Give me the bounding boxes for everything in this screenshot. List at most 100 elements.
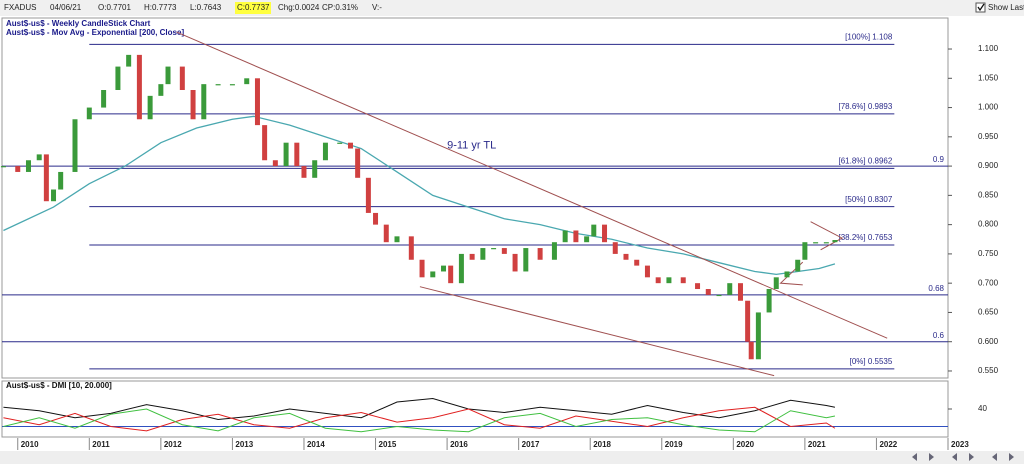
dmi-line	[3, 406, 836, 432]
candle	[158, 84, 164, 96]
candle	[491, 248, 497, 250]
candle	[823, 242, 829, 244]
y-tick-label: 0.650	[978, 308, 999, 317]
trendline	[419, 286, 775, 377]
show-last[interactable]: Show Last	[988, 3, 1024, 12]
x-tick-label: 2012	[164, 440, 182, 449]
candle	[573, 230, 579, 243]
fib-label: [78.6%] 0.9893	[839, 102, 893, 111]
candle	[655, 277, 661, 284]
fib-label: [0%] 0.5535	[850, 357, 893, 366]
candle	[773, 277, 779, 290]
y-tick-label: 40	[978, 404, 987, 413]
dmi-line	[3, 397, 836, 421]
candle	[190, 90, 196, 120]
candle	[408, 236, 414, 260]
candle	[294, 142, 300, 167]
x-tick-label: 2019	[665, 440, 683, 449]
y-tick-label: 0.800	[978, 220, 999, 229]
dmi-title: Aust$-us$ - DMI [10, 20.000]	[6, 381, 112, 390]
candle	[430, 271, 436, 278]
candle	[748, 341, 754, 360]
candle	[115, 66, 121, 90]
candle	[179, 66, 185, 90]
level-label: 0.68	[928, 284, 944, 293]
candle	[36, 154, 42, 161]
candle	[58, 171, 64, 190]
candle	[301, 166, 307, 178]
close-highlight	[235, 2, 271, 14]
y-tick-label: 1.050	[978, 73, 999, 82]
x-tick-label: 2014	[307, 440, 325, 449]
candle	[441, 265, 447, 272]
symbol: FXADUS	[4, 3, 36, 12]
fib-label: [50%] 0.8307	[845, 195, 893, 204]
scroll-right[interactable]	[929, 453, 934, 461]
candle	[15, 166, 21, 172]
x-tick-label: 2010	[21, 440, 39, 449]
checkbox[interactable]	[975, 2, 986, 13]
y-tick-label: 0.550	[978, 366, 999, 375]
candle	[43, 154, 49, 202]
candle	[680, 277, 686, 284]
fib-label: [61.8%] 0.8962	[839, 156, 893, 165]
candle	[523, 248, 529, 272]
candle	[695, 283, 701, 290]
moving-average	[3, 115, 836, 276]
trendline	[810, 221, 844, 251]
scrollbar-bg	[0, 451, 1024, 464]
scrollbar	[0, 451, 1024, 464]
candle	[832, 240, 838, 243]
date: 04/06/21	[50, 3, 82, 12]
candle	[537, 248, 543, 260]
candle	[72, 119, 78, 172]
candle	[337, 142, 343, 144]
candle	[101, 90, 107, 108]
volume: V:-	[372, 3, 382, 12]
checkmark	[977, 3, 985, 12]
candle	[229, 84, 235, 86]
x-tick-label: 2013	[235, 440, 253, 449]
x-tick-label: 2017	[522, 440, 540, 449]
candle	[86, 107, 92, 120]
x-tick-label: 2022	[879, 440, 897, 449]
x-tick-label: 2021	[808, 440, 826, 449]
candle	[347, 142, 353, 149]
candle	[716, 294, 722, 297]
page-left[interactable]	[992, 453, 997, 461]
candle	[634, 259, 640, 266]
y-tick-label: 1.100	[978, 44, 999, 53]
candle	[705, 289, 711, 295]
level-label: 0.9	[933, 155, 945, 164]
candle	[602, 224, 608, 243]
candle	[51, 189, 57, 202]
page-right[interactable]	[1009, 453, 1014, 461]
x-tick-label: 2018	[593, 440, 611, 449]
zoom-in[interactable]	[952, 453, 957, 461]
candle	[165, 66, 171, 85]
candle	[727, 283, 733, 295]
candle	[512, 253, 518, 272]
candle	[802, 242, 808, 260]
scroll-left[interactable]	[912, 453, 917, 461]
candle	[448, 265, 454, 284]
candle	[373, 212, 379, 225]
zoom-out[interactable]	[969, 453, 974, 461]
annotation: 9-11 yr TL	[447, 140, 496, 152]
candle	[745, 300, 751, 342]
y-tick-label: 0.900	[978, 161, 999, 170]
candle	[666, 277, 672, 284]
candle	[469, 253, 475, 260]
candle	[766, 289, 772, 313]
y-tick-label: 0.750	[978, 249, 999, 258]
level-label: 0.6	[933, 331, 945, 340]
candle	[201, 84, 207, 120]
candle	[283, 142, 289, 167]
dmi-line	[3, 408, 836, 433]
candle	[584, 236, 590, 243]
chart-subtitle: Aust$-us$ - Mov Avg - Exponential [200, …	[6, 28, 184, 37]
candle	[254, 78, 260, 126]
change-pct: CP:0.31%	[322, 3, 358, 12]
candle	[383, 224, 389, 243]
candle	[644, 265, 650, 278]
